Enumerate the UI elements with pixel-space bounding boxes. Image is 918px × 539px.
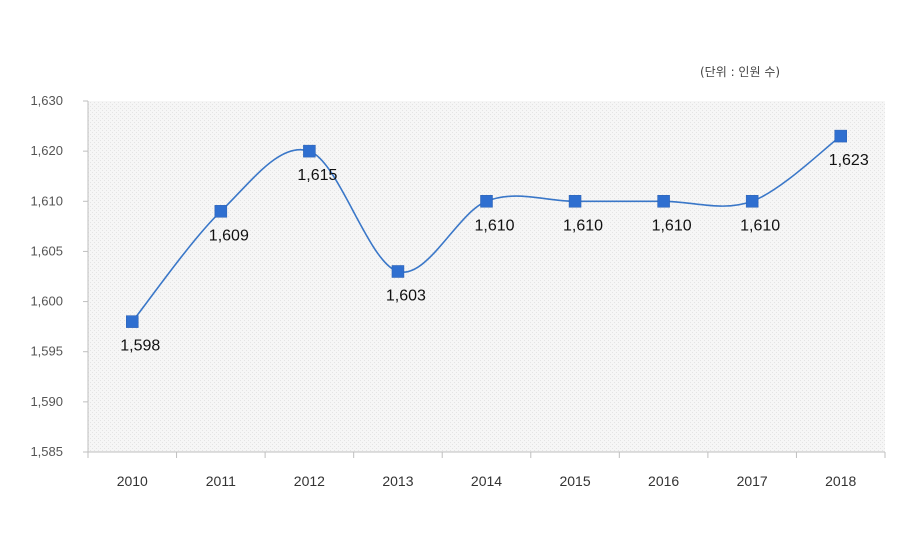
- data-point: [214, 205, 228, 218]
- data-label: 1,610: [474, 217, 514, 234]
- data-point: [657, 195, 670, 208]
- y-tick-label: 1,600: [30, 294, 63, 309]
- data-point: [126, 315, 139, 328]
- x-tick-label: 2014: [471, 473, 502, 489]
- x-tick-label: 2016: [648, 473, 679, 489]
- data-point: [391, 265, 405, 278]
- data-label: 1,623: [829, 152, 869, 169]
- unit-note: (단위 : 인원 수): [700, 65, 781, 79]
- data-label: 1,603: [386, 287, 426, 304]
- x-tick-label: 2011: [206, 473, 236, 489]
- x-tick-label: 2012: [294, 473, 325, 489]
- y-tick-label: 1,590: [30, 394, 63, 409]
- x-tick-label: 2018: [825, 473, 856, 489]
- y-tick-label: 1,620: [30, 143, 63, 158]
- data-point: [568, 195, 582, 208]
- series-line: [131, 135, 842, 323]
- data-label: 1,598: [120, 338, 160, 355]
- y-tick-label: 1,585: [30, 444, 63, 459]
- plot-area: [88, 101, 885, 452]
- x-tick-label: 2017: [737, 473, 768, 489]
- data-label: 1,610: [740, 217, 780, 234]
- y-tick-label: 1,610: [30, 193, 63, 208]
- y-tick-label: 1,630: [30, 93, 63, 108]
- y-tick-label: 1,595: [30, 344, 63, 359]
- data-point: [303, 144, 316, 158]
- data-point: [834, 129, 847, 143]
- x-tick-label: 2013: [382, 473, 413, 489]
- data-label: 1,610: [652, 217, 692, 234]
- data-point: [480, 195, 493, 208]
- x-tick-label: 2010: [117, 473, 148, 489]
- data-point: [745, 195, 759, 208]
- x-tick-label: 2015: [559, 473, 590, 489]
- data-label: 1,609: [209, 227, 249, 244]
- data-label: 1,610: [563, 217, 603, 234]
- data-label: 1,615: [297, 167, 337, 184]
- y-tick-label: 1,605: [30, 243, 63, 258]
